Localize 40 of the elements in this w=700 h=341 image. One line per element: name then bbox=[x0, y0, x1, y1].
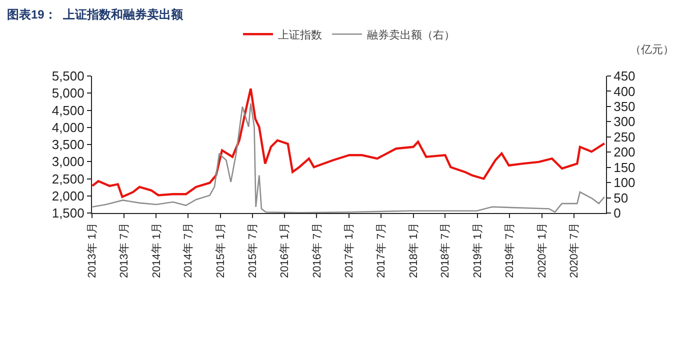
x-tick-label: 2018年 7月 bbox=[440, 222, 452, 278]
x-tick-label: 2015年 1月 bbox=[215, 222, 228, 278]
y2-tick-label: 0 bbox=[614, 206, 621, 221]
x-tick-label: 2018年 1月 bbox=[408, 222, 420, 278]
y-tick-label: 1,500 bbox=[52, 206, 84, 221]
x-tick-label: 2019年 7月 bbox=[504, 222, 516, 278]
chart-title: 图表19： 上证指数和融券卖出额 bbox=[7, 8, 184, 22]
x-tick-label: 2013年 7月 bbox=[118, 222, 130, 278]
y2-tick-label: 150 bbox=[614, 160, 636, 175]
y-tick-label: 4,500 bbox=[52, 102, 84, 118]
y2-tick-label: 250 bbox=[614, 129, 636, 144]
legend-label: 上证指数 bbox=[278, 28, 322, 42]
x-tick-label: 2016年 7月 bbox=[311, 222, 324, 278]
y2-tick-label: 450 bbox=[614, 68, 636, 84]
line-series bbox=[92, 88, 606, 198]
y-tick-label: 5,000 bbox=[52, 86, 84, 101]
x-tick-label: 2017年 7月 bbox=[376, 222, 388, 278]
x-tick-label: 2015年 7月 bbox=[246, 222, 259, 278]
x-tick-label: 2020年 7月 bbox=[568, 222, 580, 278]
y2-tick-label: 50 bbox=[614, 190, 628, 206]
y-tick-label: 3,000 bbox=[52, 154, 84, 170]
x-tick-label: 2019年 1月 bbox=[472, 222, 484, 278]
y-tick-label: 2,000 bbox=[52, 188, 84, 204]
y2-axis-title: （亿元） bbox=[630, 44, 674, 56]
y2-tick-label: 200 bbox=[614, 144, 636, 160]
x-tick-label: 2020年 1月 bbox=[536, 222, 548, 278]
y2-tick-label: 350 bbox=[614, 98, 636, 114]
legend-label: 融券卖出额（右） bbox=[367, 28, 455, 42]
x-tick-label: 2016年 1月 bbox=[279, 222, 292, 278]
y2-tick-label: 100 bbox=[614, 175, 636, 190]
y-tick-label: 2,500 bbox=[52, 171, 84, 186]
x-tick-label: 2017年 1月 bbox=[344, 222, 356, 278]
y-tick-label: 4,000 bbox=[52, 120, 84, 135]
y2-tick-label: 400 bbox=[614, 84, 636, 99]
y2-tick-label: 300 bbox=[614, 114, 636, 130]
x-tick-label: 2014年 1月 bbox=[150, 222, 163, 278]
x-tick-label: 2013年 1月 bbox=[86, 222, 99, 278]
x-tick-label: 2014年 7月 bbox=[182, 222, 195, 278]
y-tick-label: 3,500 bbox=[52, 137, 84, 152]
y-tick-label: 5,500 bbox=[52, 68, 84, 84]
